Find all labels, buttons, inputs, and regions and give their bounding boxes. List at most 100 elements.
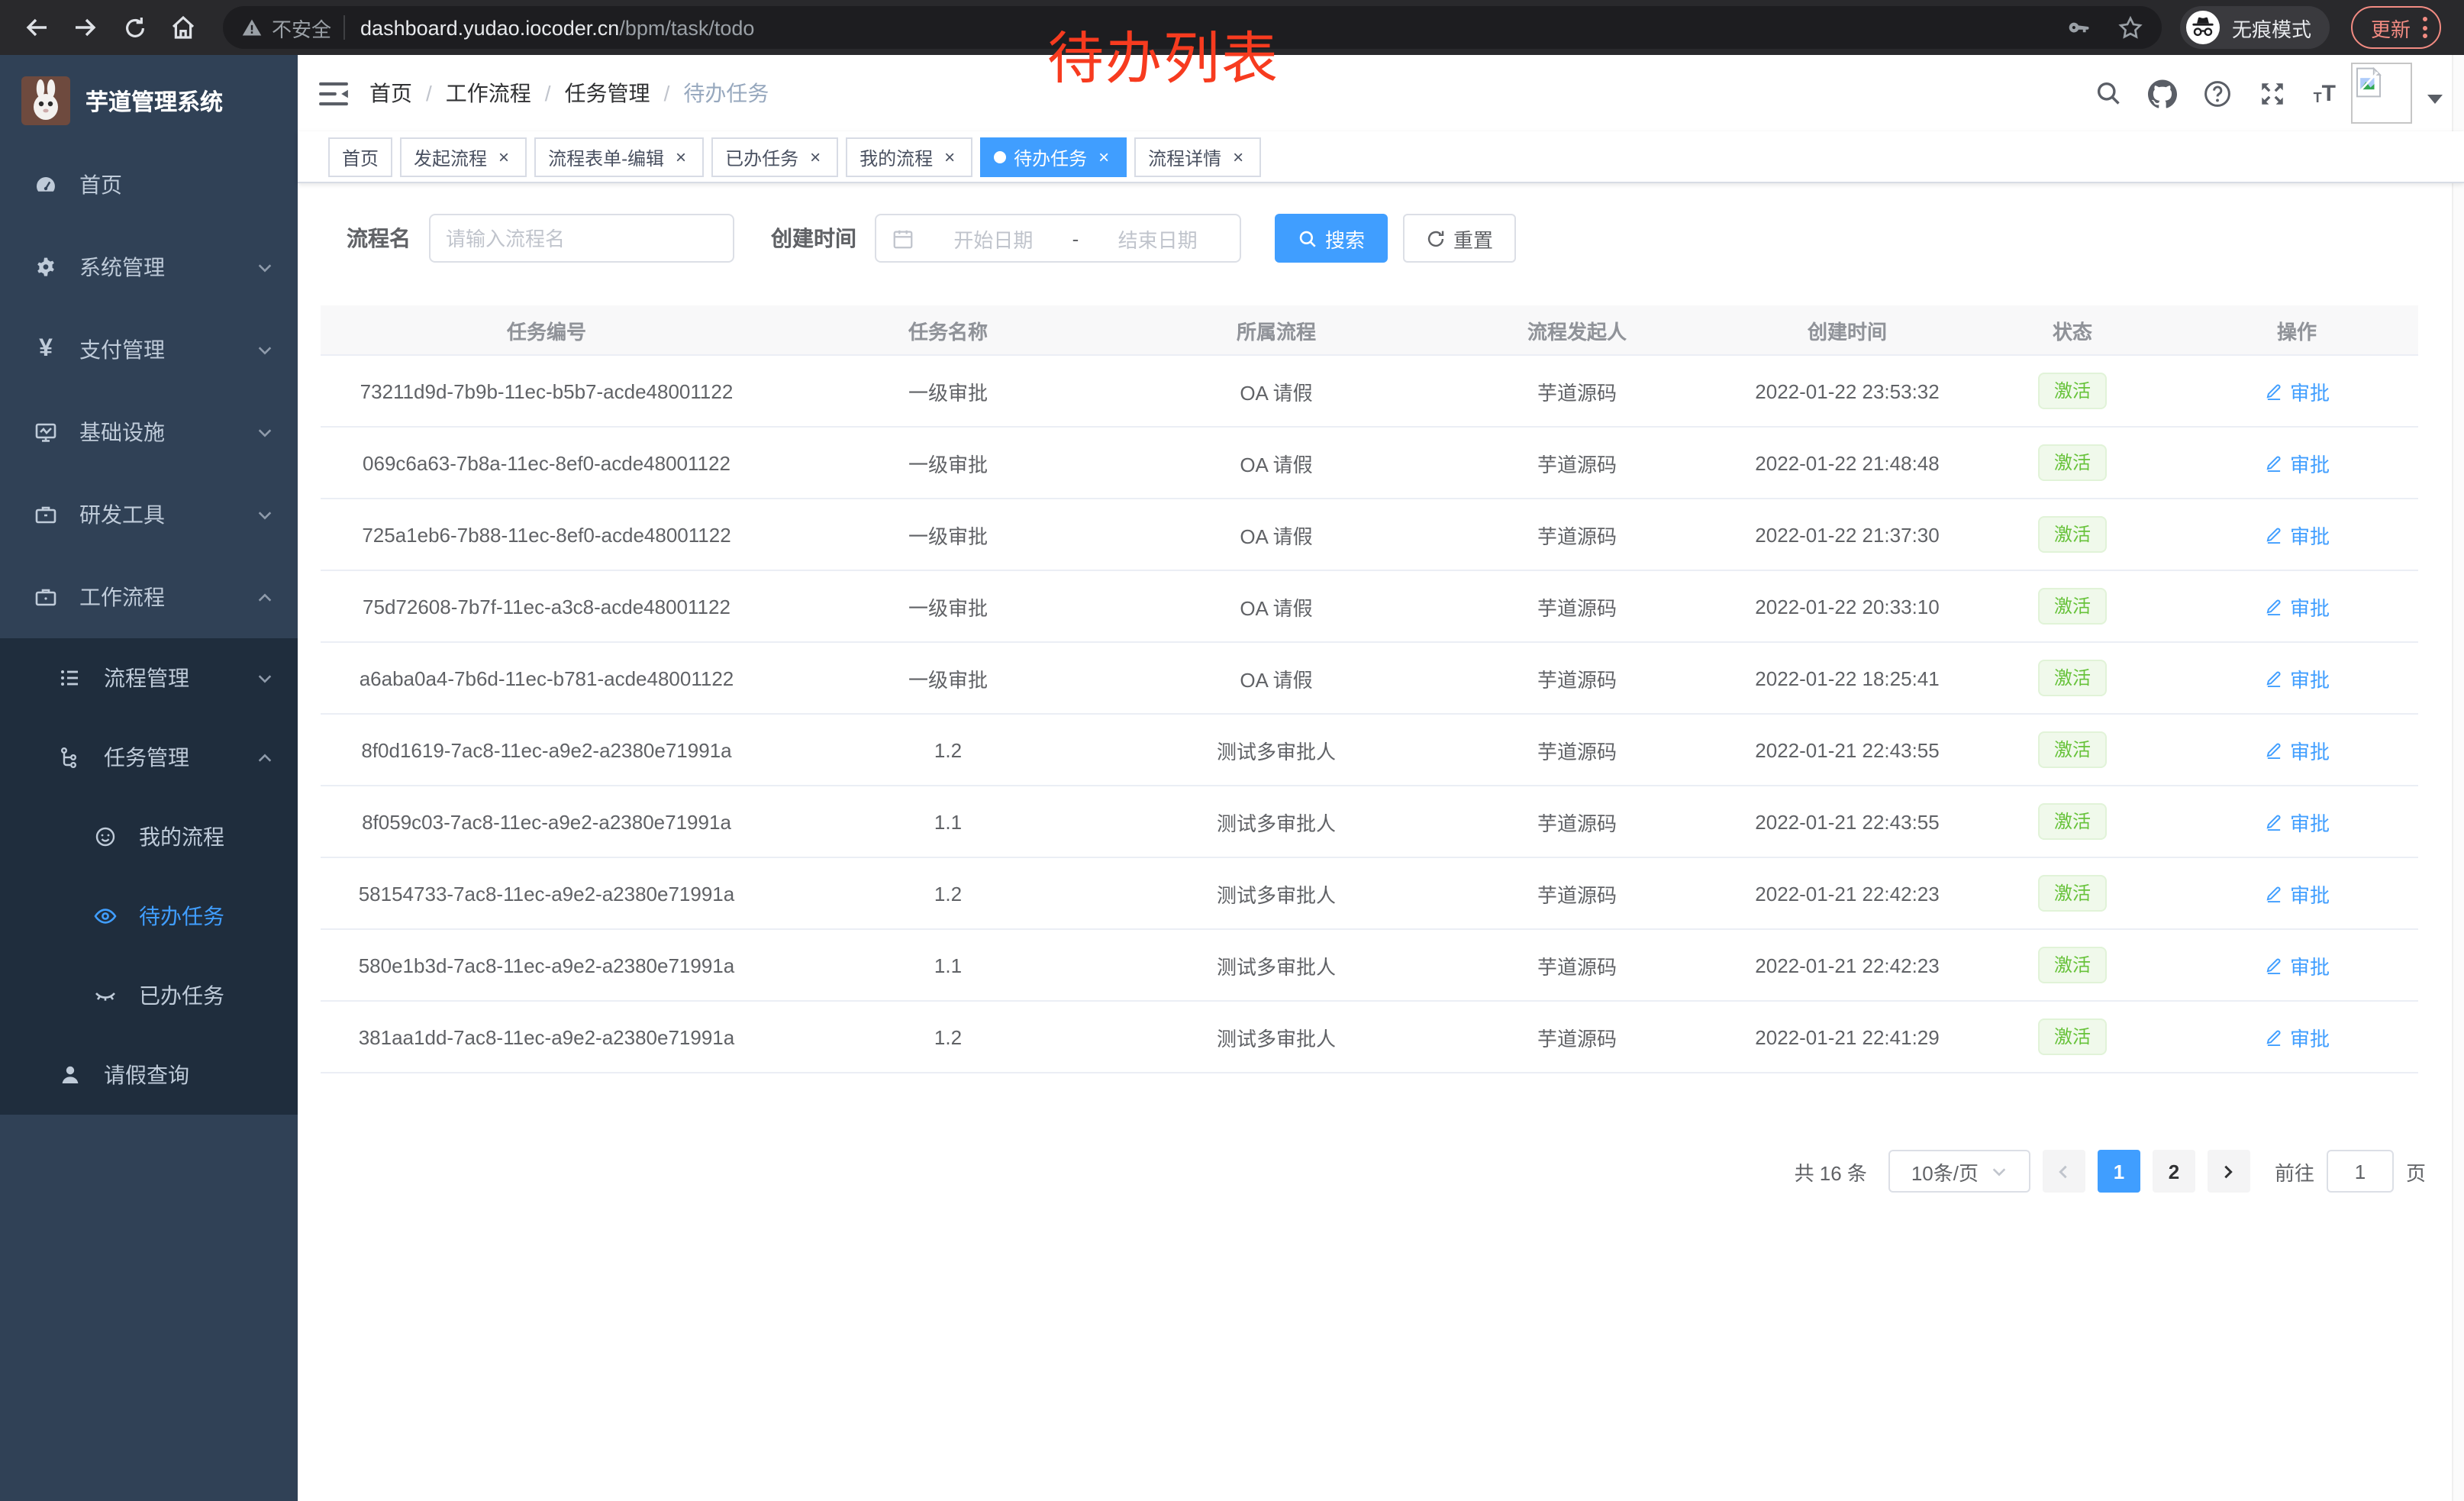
cell-task-id: 725a1eb6-7b88-11ec-8ef0-acde48001122	[362, 523, 731, 546]
approve-link-label: 审批	[2289, 883, 2330, 906]
approve-link[interactable]: 审批	[2264, 807, 2330, 836]
cell-process: OA 请假	[1240, 453, 1313, 476]
tab-label: 我的流程	[859, 147, 934, 169]
sidebar-item-todo-tasks[interactable]: 待办任务	[0, 876, 298, 956]
avatar[interactable]	[2351, 63, 2412, 124]
close-icon[interactable]: ×	[1233, 147, 1244, 168]
chevron-down-icon	[258, 428, 272, 437]
chevron-down-icon	[258, 511, 272, 519]
approve-link[interactable]: 审批	[2264, 520, 2330, 549]
sidebar-item-home[interactable]: 首页	[0, 144, 298, 226]
breadcrumb-item-workflow[interactable]: 工作流程	[445, 81, 531, 105]
approve-link[interactable]: 审批	[2264, 879, 2330, 908]
tab-label: 待办任务	[1014, 147, 1088, 169]
security-label: 不安全	[272, 18, 332, 40]
browser-update-button[interactable]: 更新	[2351, 6, 2442, 49]
help-icon[interactable]	[2204, 79, 2233, 108]
sidebar-item-task-mgmt[interactable]: 任务管理	[0, 718, 298, 797]
cell-initiator: 芋道源码	[1537, 668, 1617, 691]
column-header: 任务名称	[908, 320, 988, 343]
approve-link-label: 审批	[2289, 525, 2330, 547]
cell-task-name: 一级审批	[908, 668, 988, 691]
avatar-dropdown-caret-icon[interactable]	[2427, 95, 2443, 104]
approve-link[interactable]: 审批	[2264, 376, 2330, 405]
edit-pencil-icon	[2266, 742, 2281, 759]
password-key-icon[interactable]	[2067, 15, 2093, 40]
back-button[interactable]	[15, 6, 58, 49]
page-button-2[interactable]: 2	[2152, 1150, 2195, 1193]
cell-created-time: 2022-01-22 18:25:41	[1755, 667, 1940, 689]
tab-6[interactable]: 流程详情 ×	[1134, 137, 1262, 177]
sidebar-item-dev-tools[interactable]: 研发工具	[0, 473, 298, 556]
sidebar-item-leave-query[interactable]: 请假查询	[0, 1035, 298, 1115]
reset-button[interactable]: 重置	[1403, 214, 1517, 263]
table-row: 75d72608-7b7f-11ec-a3c8-acde48001122 一级审批…	[321, 571, 2418, 643]
cell-initiator: 芋道源码	[1537, 525, 1617, 547]
forward-button[interactable]	[64, 6, 107, 49]
date-range-picker[interactable]: 开始日期 - 结束日期	[875, 214, 1241, 263]
close-icon[interactable]: ×	[810, 147, 821, 168]
status-badge: 激活	[2038, 731, 2106, 768]
sidebar-item-payment[interactable]: ¥ 支付管理	[0, 308, 298, 391]
sidebar-item-system[interactable]: 系统管理	[0, 226, 298, 308]
approve-link-label: 审批	[2289, 740, 2330, 763]
cell-task-id: 381aa1dd-7ac8-11ec-a9e2-a2380e71991a	[358, 1025, 735, 1048]
reload-button[interactable]	[113, 6, 156, 49]
search-button[interactable]: 搜索	[1275, 214, 1388, 263]
close-icon[interactable]: ×	[1098, 147, 1110, 168]
sidebar-collapse-icon[interactable]	[319, 80, 348, 106]
tab-4[interactable]: 我的流程 ×	[846, 137, 973, 177]
prev-page-button[interactable]	[2042, 1150, 2085, 1193]
sidebar-item-workflow[interactable]: 工作流程	[0, 556, 298, 638]
approve-link[interactable]: 审批	[2264, 663, 2330, 692]
page-size-select[interactable]: 10条/页	[1888, 1150, 2030, 1193]
search-icon	[1299, 230, 1316, 247]
tab-2[interactable]: 流程表单-编辑 ×	[534, 137, 705, 177]
table-row: 73211d9d-7b9b-11ec-b5b7-acde48001122 一级审批…	[321, 356, 2418, 428]
browser-menu-icon[interactable]	[2423, 17, 2428, 38]
next-page-button[interactable]	[2207, 1150, 2250, 1193]
filter-form: 流程名 创建时间 开始日期 - 结束日期 搜索 重	[347, 214, 2464, 263]
breadcrumb-separator: /	[426, 81, 432, 105]
close-icon[interactable]: ×	[676, 147, 687, 168]
approve-link[interactable]: 审批	[2264, 592, 2330, 621]
edit-pencil-icon	[2266, 599, 2281, 615]
goto-page-input[interactable]	[2326, 1150, 2394, 1193]
tab-3[interactable]: 已办任务 ×	[711, 137, 839, 177]
page-scrollbar[interactable]	[2452, 55, 2464, 1501]
tab-0[interactable]: 首页	[328, 137, 393, 177]
tab-label: 流程详情	[1148, 147, 1222, 169]
eye-closed-icon	[95, 993, 115, 1001]
sidebar-item-done-tasks[interactable]: 已办任务	[0, 956, 298, 1035]
close-icon[interactable]: ×	[944, 147, 956, 168]
sidebar-item-my-process[interactable]: 我的流程	[0, 797, 298, 876]
approve-link-label: 审批	[2289, 381, 2330, 404]
approve-link[interactable]: 审批	[2264, 448, 2330, 477]
approve-link[interactable]: 审批	[2264, 951, 2330, 980]
logo-row[interactable]: 芋道管理系统	[0, 55, 298, 131]
approve-link[interactable]: 审批	[2264, 735, 2330, 764]
tab-5[interactable]: 待办任务 ×	[980, 137, 1127, 177]
tabs-bar: 首页 发起流程 × 流程表单-编辑 × 已办任务 × 我的流程 × 待办任务 × 流程详情 ×	[298, 131, 2464, 183]
breadcrumb-item-task-mgmt[interactable]: 任务管理	[564, 81, 650, 105]
approve-link-label: 审批	[2289, 596, 2330, 619]
approve-link[interactable]: 审批	[2264, 1022, 2330, 1051]
bookmark-star-icon[interactable]	[2117, 15, 2143, 40]
sidebar-item-label: 系统管理	[79, 255, 165, 279]
edit-pencil-icon	[2266, 886, 2281, 902]
address-bar[interactable]: 不安全 dashboard.yudao.iocoder.cn /bpm/task…	[223, 6, 2162, 49]
page-button-1[interactable]: 1	[2097, 1150, 2140, 1193]
table-row: 580e1b3d-7ac8-11ec-a9e2-a2380e71991a 1.1 测…	[321, 930, 2418, 1002]
close-icon[interactable]: ×	[498, 147, 510, 168]
tab-1[interactable]: 发起流程 ×	[400, 137, 527, 177]
sidebar-item-process-mgmt[interactable]: 流程管理	[0, 638, 298, 718]
github-icon[interactable]	[2148, 79, 2178, 108]
process-name-input[interactable]	[429, 214, 734, 263]
sidebar-item-infrastructure[interactable]: 基础设施	[0, 391, 298, 473]
table-row: 381aa1dd-7ac8-11ec-a9e2-a2380e71991a 1.2 测…	[321, 1002, 2418, 1073]
search-icon[interactable]	[2094, 79, 2123, 108]
breadcrumb-item-home[interactable]: 首页	[369, 81, 412, 105]
home-button[interactable]	[162, 6, 205, 49]
fullscreen-icon[interactable]	[2259, 79, 2288, 108]
